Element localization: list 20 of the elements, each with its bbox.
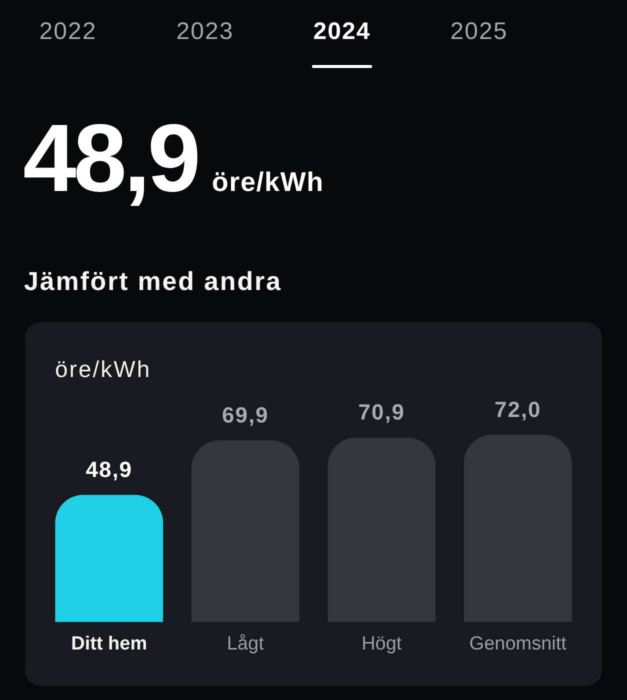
x-tick-label: Högt (362, 634, 402, 655)
text: öre/kWh (212, 166, 324, 197)
text: 2022 (38, 18, 98, 45)
text: 48,9 (23, 104, 198, 212)
y-axis-title: öre/kWh (55, 356, 152, 382)
bar (464, 434, 572, 622)
bar (191, 440, 300, 622)
text: 2024 (312, 18, 372, 45)
bar (55, 494, 164, 622)
x-tick-label: Genomsnitt (469, 634, 568, 655)
text: 2025 (449, 18, 509, 45)
data-label: 69,9 (222, 402, 269, 428)
data-label: 70,9 (358, 400, 406, 425)
bar (328, 438, 436, 622)
x-tick-label: Ditt hem (71, 634, 148, 655)
chart-title: Jämfört med andra (24, 266, 282, 296)
text: 2023 (175, 18, 235, 45)
data-label: 72,0 (494, 396, 542, 422)
x-tick-label: Lågt (226, 634, 265, 655)
data-label: 48,9 (86, 456, 133, 482)
